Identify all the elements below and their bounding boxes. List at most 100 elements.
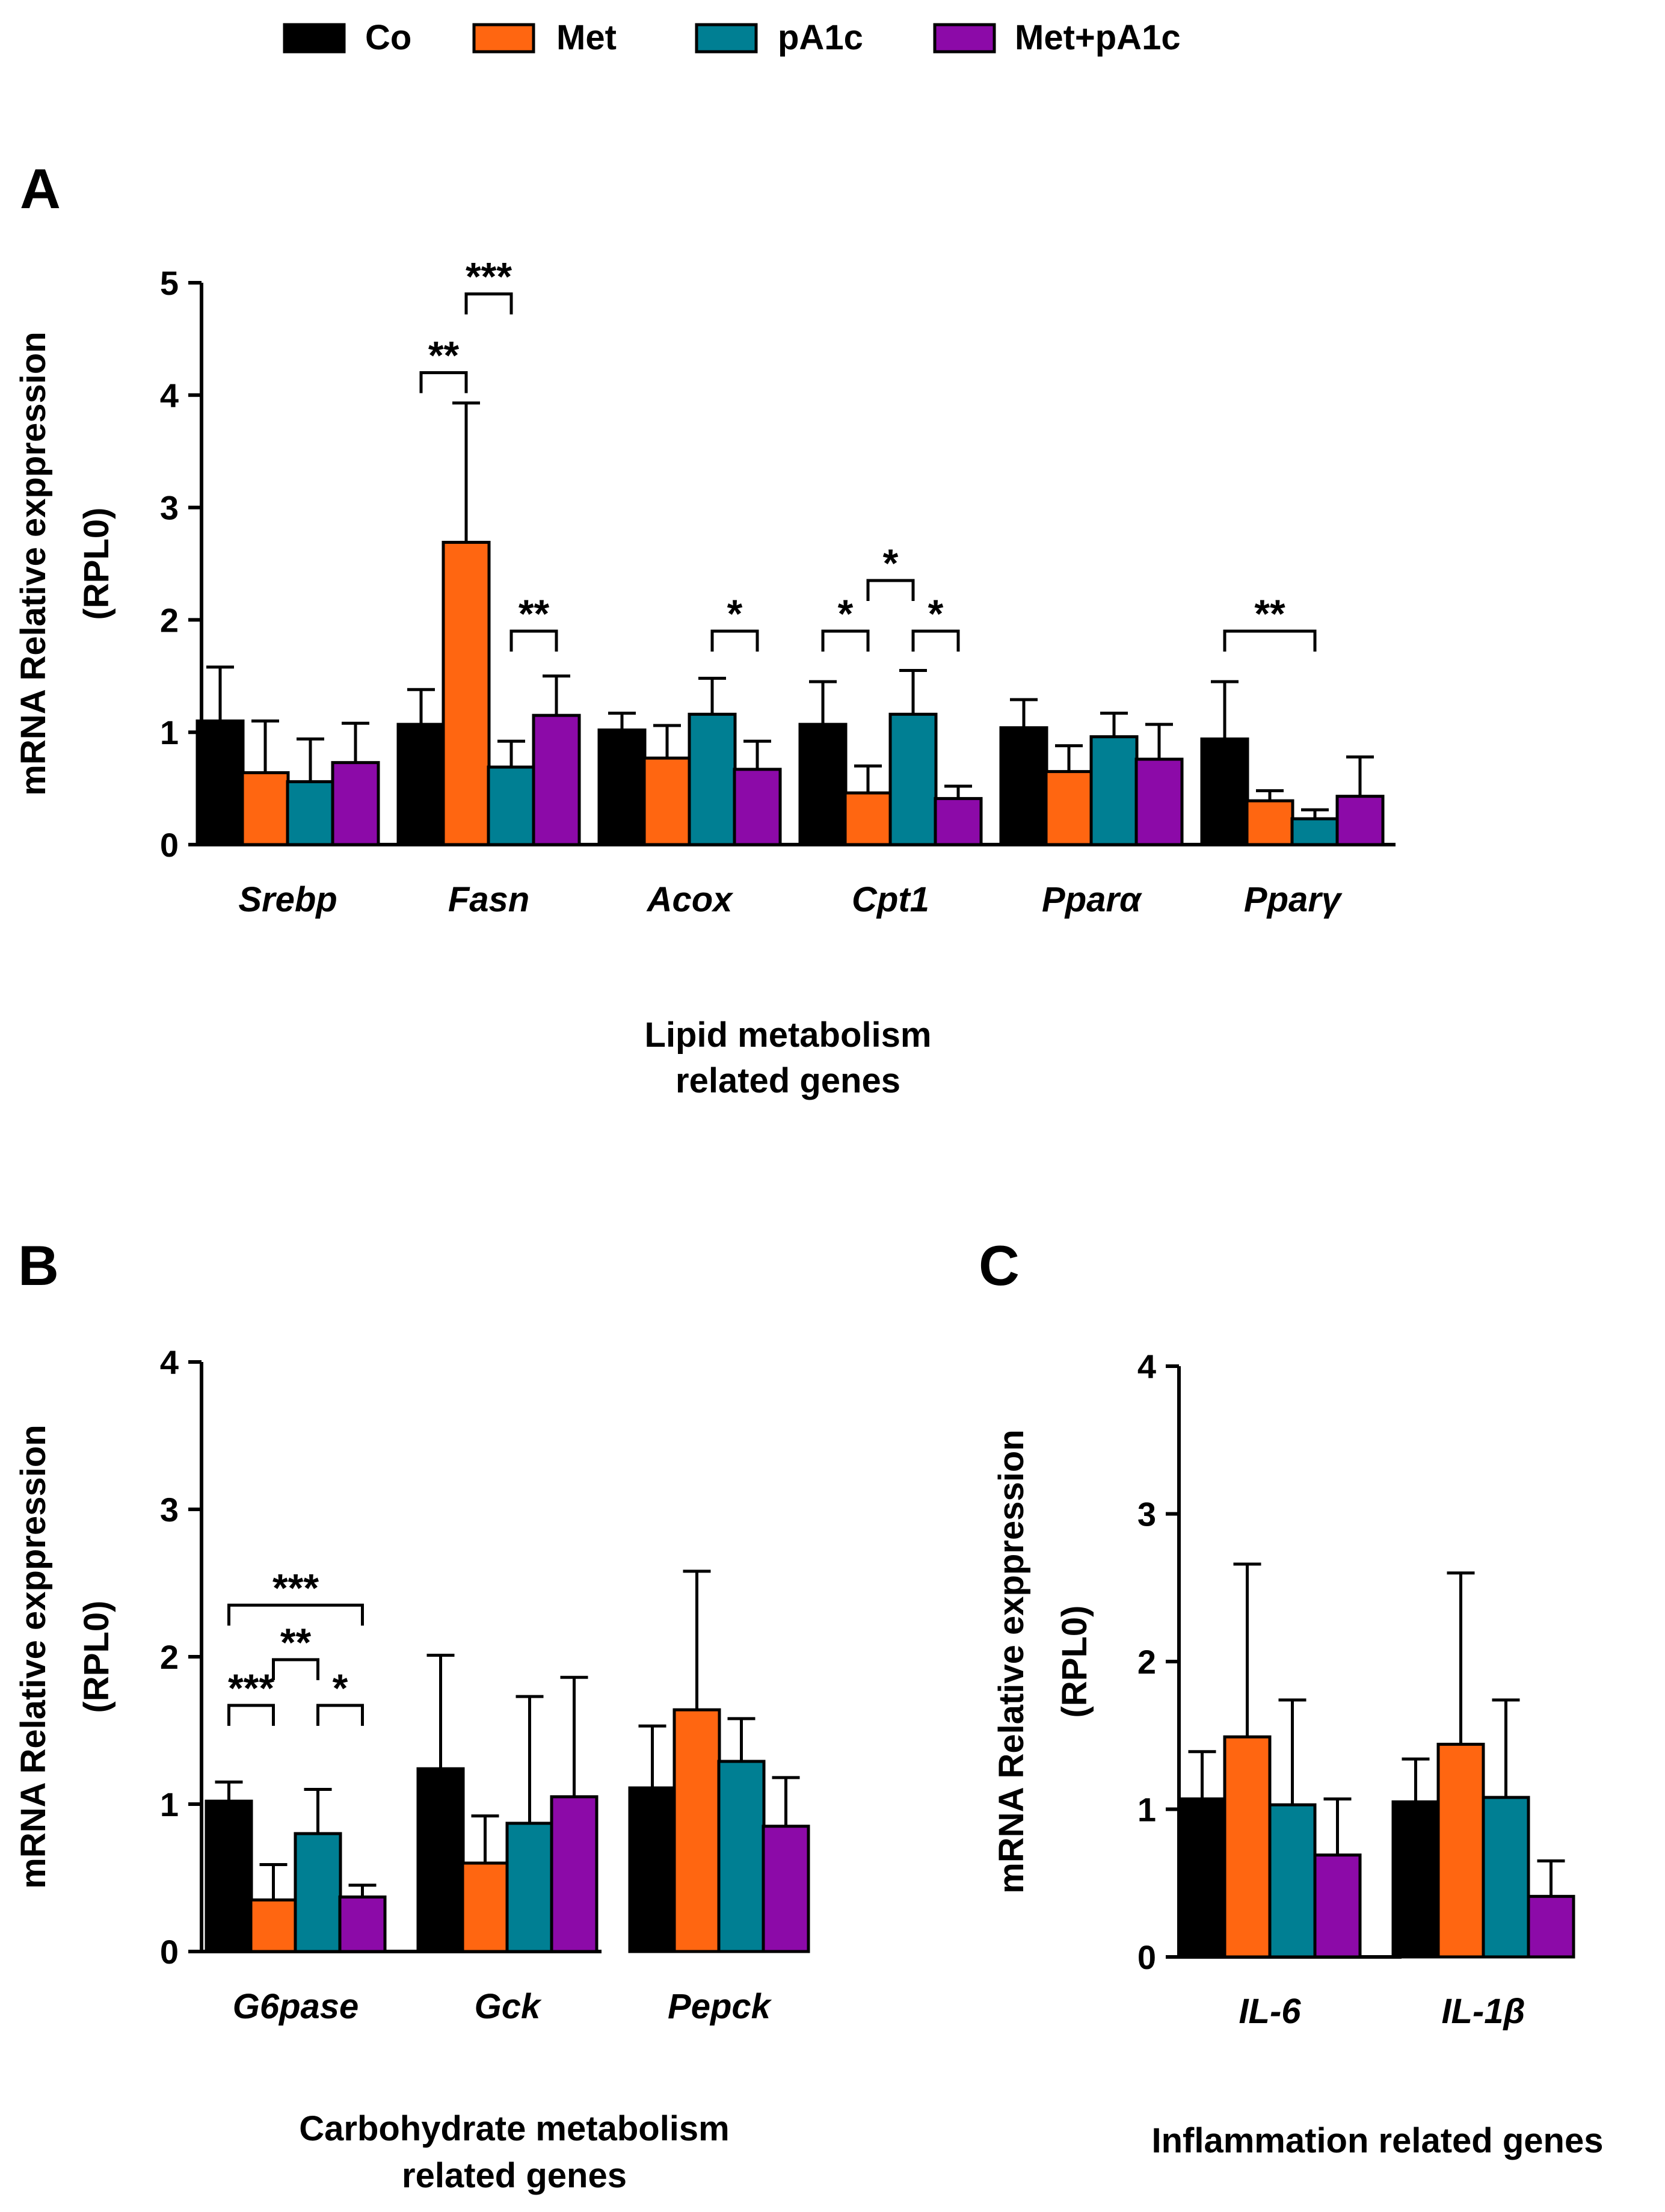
bar-a-srebp-co xyxy=(195,719,245,846)
significance-bracket-b-2 xyxy=(272,1658,319,1680)
bar-a-cpt1-co xyxy=(798,722,848,846)
y-axis-title-line-a-1: (RPL0) xyxy=(77,508,116,620)
category-label-c-1: IL-1β xyxy=(1441,1992,1525,2031)
bar-a-acox-met xyxy=(642,756,692,846)
y-axis-title-line-c-0: mRNA Relative exppression xyxy=(992,1429,1031,1893)
bar-a-srebp-met xyxy=(241,771,290,846)
chart-panel-c: 0 1 2 3 4 IL-6 IL-1β mRNA Relative exppression (… xyxy=(992,1348,1603,2160)
significance-label-b-0: *** xyxy=(228,1666,274,1710)
y-axis-title-line-c-1: (RPL0) xyxy=(1055,1606,1094,1718)
bar-a-fasn-co xyxy=(396,722,446,846)
bar-a-acox-met-pa1c xyxy=(733,768,782,846)
bar-b-pepck-pa1c xyxy=(717,1760,766,1953)
significance-bracket-a-0 xyxy=(419,371,468,393)
y-axis-title-line-b-0: mRNA Relative exppression xyxy=(14,1425,53,1888)
y-tick-label-c-1: 1 xyxy=(1137,1791,1156,1829)
significance-label-a-5: * xyxy=(883,541,899,585)
bar-b-gck-met-pa1c xyxy=(550,1795,599,1953)
category-label-a-2: Acox xyxy=(646,880,734,919)
bar-b-gck-co xyxy=(416,1767,465,1953)
y-tick-label-b-4: 4 xyxy=(160,1343,179,1381)
y-tick-label-c-2: 2 xyxy=(1137,1643,1156,1681)
panel-label-a: A xyxy=(20,157,61,220)
category-label-b-0: G6pase xyxy=(233,1987,359,2026)
y-axis-title-line-b-1: (RPL0) xyxy=(77,1601,116,1713)
bar-a-srebp-met-pa1c xyxy=(331,761,380,846)
bar-c-il-1-met xyxy=(1436,1742,1485,1959)
y-tick-label-c-0: 0 xyxy=(1137,1938,1156,1976)
y-tick-label-b-2: 2 xyxy=(160,1638,179,1676)
bar-c-il-6-met xyxy=(1223,1735,1272,1959)
bar-c-il-1-met-pa1c xyxy=(1527,1894,1575,1959)
y-tick-label-a-4: 4 xyxy=(160,377,179,414)
bar-a-ppar-met-pa1c xyxy=(1335,795,1385,846)
significance-bracket-a-5 xyxy=(866,579,915,602)
significance-bracket-b-0 xyxy=(227,1704,275,1726)
y-tick-label-c-3: 3 xyxy=(1137,1496,1156,1533)
legend-swatch-met xyxy=(472,23,535,54)
significance-label-a-2: ** xyxy=(519,591,550,636)
significance-bracket-b-3 xyxy=(227,1603,364,1626)
significance-bracket-b-1 xyxy=(316,1704,364,1726)
bar-a-fasn-met xyxy=(442,541,491,846)
bar-a-acox-pa1c xyxy=(688,712,737,846)
bar-b-gck-pa1c xyxy=(505,1822,554,1953)
significance-label-a-7: ** xyxy=(1254,591,1285,636)
legend-item-pa1c: pA1c xyxy=(695,18,863,57)
bar-a-cpt1-met-pa1c xyxy=(934,796,983,846)
y-axis-title-a: mRNA Relative exppression (RPL0) xyxy=(14,331,116,795)
bar-a-ppar-co xyxy=(999,726,1048,846)
significance-label-a-6: * xyxy=(928,591,944,636)
legend-swatch-co xyxy=(283,23,346,54)
category-label-a-4: Pparα xyxy=(1042,880,1142,919)
legend-swatch-met-pa1c xyxy=(933,23,996,54)
bar-b-g6pase-met xyxy=(249,1898,298,1953)
bar-a-ppar-met xyxy=(1044,770,1094,846)
legend-label-met-pa1c: Met+pA1c xyxy=(1015,18,1181,57)
bar-a-ppar-co xyxy=(1200,737,1249,846)
significance-label-b-3: *** xyxy=(272,1565,319,1610)
x-axis-title-c-0: Inflammation related genes xyxy=(1152,2121,1604,2160)
bar-c-il-6-pa1c xyxy=(1268,1803,1317,1959)
legend-item-met: Met xyxy=(472,18,617,57)
legend-label-met: Met xyxy=(556,18,617,57)
bar-b-g6pase-pa1c xyxy=(294,1832,342,1953)
category-label-a-3: Cpt1 xyxy=(852,880,929,919)
category-label-b-1: Gck xyxy=(475,1987,542,2026)
bar-a-srebp-pa1c xyxy=(286,780,335,846)
significance-bracket-a-6 xyxy=(911,629,960,652)
bar-b-gck-met xyxy=(461,1861,509,1953)
y-tick-label-b-0: 0 xyxy=(160,1933,179,1971)
legend: Co Met pA1c Met+pA1c xyxy=(283,18,1181,57)
bar-a-cpt1-pa1c xyxy=(888,712,938,846)
bar-b-pepck-met xyxy=(672,1708,721,1953)
bar-b-pepck-met-pa1c xyxy=(762,1825,810,1953)
y-axis-title-line-a-0: mRNA Relative exppression xyxy=(14,331,53,795)
bar-c-il-6-co xyxy=(1178,1797,1226,1959)
bar-a-fasn-pa1c xyxy=(487,765,536,846)
legend-item-met-pa1c: Met+pA1c xyxy=(933,18,1181,57)
category-label-a-5: Pparγ xyxy=(1244,880,1343,919)
x-axis-title-a-0: Lipid metabolism xyxy=(645,1015,932,1055)
x-axis-title-b-0: Carbohydrate metabolism xyxy=(299,2109,730,2148)
legend-swatch-pa1c xyxy=(695,23,758,54)
significance-label-a-4: * xyxy=(838,591,854,636)
significance-label-b-1: * xyxy=(333,1666,348,1710)
category-label-b-2: Pepck xyxy=(668,1987,772,2026)
significance-bracket-a-2 xyxy=(509,629,558,652)
bar-b-pepck-co xyxy=(628,1786,677,1953)
bar-b-g6pase-co xyxy=(205,1799,253,1953)
y-tick-label-b-3: 3 xyxy=(160,1491,179,1529)
panel-label-c: C xyxy=(979,1234,1020,1297)
category-label-c-0: IL-6 xyxy=(1239,1992,1301,2031)
bar-a-ppar-met xyxy=(1245,799,1294,846)
significance-label-a-1: *** xyxy=(466,254,512,299)
legend-label-co: Co xyxy=(365,18,411,57)
bar-c-il-6-met-pa1c xyxy=(1313,1853,1362,1959)
y-axis-title-c: mRNA Relative exppression (RPL0) xyxy=(992,1429,1094,1893)
significance-bracket-a-4 xyxy=(821,629,870,652)
y-tick-label-a-2: 2 xyxy=(160,601,179,639)
